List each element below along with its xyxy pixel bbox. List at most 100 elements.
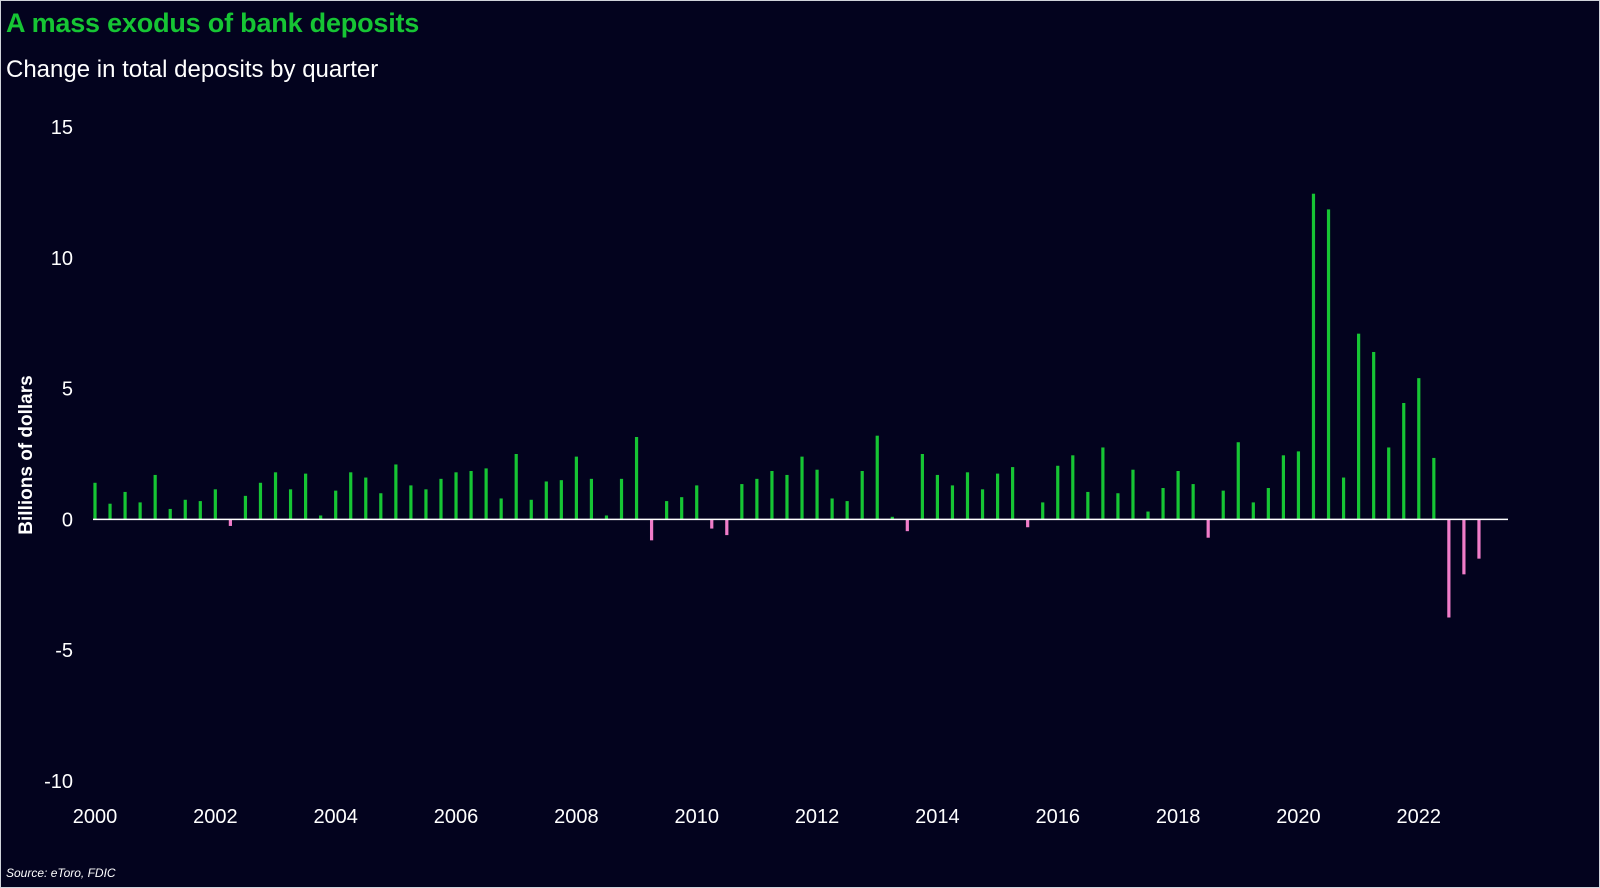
bar <box>469 471 473 520</box>
bar <box>243 495 248 520</box>
bar <box>1357 333 1361 520</box>
bar <box>785 474 789 520</box>
bar <box>1026 519 1030 528</box>
bar <box>499 498 503 520</box>
bar <box>875 435 879 520</box>
x-tick-label: 2010 <box>674 806 719 828</box>
bar <box>1281 455 1285 520</box>
bar <box>649 519 654 541</box>
bar <box>409 485 413 520</box>
bar <box>995 473 1000 520</box>
bar <box>258 482 263 520</box>
y-tick-label: 15 <box>51 117 73 139</box>
chart-title: A mass exodus of bank deposits <box>6 8 420 38</box>
bar <box>935 474 940 520</box>
bar <box>1296 451 1301 520</box>
bar <box>439 478 443 520</box>
bar <box>1206 519 1210 538</box>
x-tick-label: 2000 <box>73 806 118 828</box>
bar <box>304 473 308 520</box>
y-tick-label: 5 <box>62 379 73 401</box>
bars-group <box>93 193 1481 618</box>
bar <box>950 485 955 520</box>
x-tick-label: 2004 <box>313 806 358 828</box>
chart-subtitle: Change in total deposits by quarter <box>6 56 379 83</box>
y-tick-label: -5 <box>55 640 73 662</box>
bar <box>800 456 804 520</box>
bar <box>1056 465 1060 520</box>
bar <box>1161 488 1165 520</box>
bar <box>228 519 232 526</box>
bar <box>619 478 624 520</box>
bar <box>770 471 774 520</box>
source-note: Source: eToro, FDIC <box>6 866 116 880</box>
bar <box>1221 490 1225 520</box>
y-tick-label: -10 <box>44 771 73 793</box>
x-tick-label: 2022 <box>1397 806 1442 828</box>
bar <box>1326 209 1331 520</box>
bar <box>514 454 518 520</box>
bar <box>424 489 428 520</box>
y-tick-label: 0 <box>62 509 73 531</box>
bar <box>1432 457 1436 520</box>
bar <box>1251 502 1255 520</box>
bar <box>574 456 578 520</box>
bar <box>695 485 699 520</box>
bar <box>213 489 217 520</box>
bar <box>1402 402 1406 520</box>
bar <box>1191 484 1195 520</box>
bar <box>1447 519 1451 618</box>
bar <box>1101 447 1105 520</box>
bar <box>1116 493 1120 520</box>
bar <box>559 480 563 520</box>
bar <box>364 477 368 520</box>
bar <box>725 519 729 536</box>
x-tick-label: 2014 <box>915 806 960 828</box>
bar <box>890 516 894 520</box>
x-tick-label: 2020 <box>1276 806 1321 828</box>
bar <box>1372 351 1376 520</box>
y-tick-labels: 15 10 5 0 -5 -10 <box>44 117 73 793</box>
bar <box>123 491 127 520</box>
bar <box>183 499 187 520</box>
bar <box>965 472 970 520</box>
bar <box>93 482 97 520</box>
bar <box>1131 469 1135 520</box>
bar <box>454 472 458 520</box>
bar <box>665 501 669 520</box>
bar <box>1341 477 1346 520</box>
bar <box>1086 491 1090 520</box>
bar <box>1387 447 1391 520</box>
bar <box>1236 442 1240 520</box>
x-tick-label: 2006 <box>434 806 479 828</box>
bar <box>710 519 714 529</box>
bar <box>634 437 639 520</box>
bar <box>484 468 488 520</box>
bar <box>589 478 594 520</box>
bar <box>288 489 293 520</box>
y-tick-label: 10 <box>51 248 73 270</box>
bar <box>905 519 909 532</box>
bar <box>138 502 142 520</box>
bar <box>1311 193 1316 520</box>
bar <box>1146 511 1150 520</box>
bar <box>349 472 353 520</box>
bar <box>920 454 924 520</box>
bar <box>108 503 112 520</box>
bar <box>168 508 172 520</box>
x-tick-label: 2002 <box>193 806 238 828</box>
bar <box>1477 519 1481 559</box>
x-tick-label: 2008 <box>554 806 599 828</box>
bar <box>604 515 609 520</box>
bar <box>980 489 985 520</box>
bar <box>740 484 744 520</box>
bar <box>319 515 323 520</box>
bar <box>1041 502 1045 520</box>
bar <box>755 478 759 520</box>
bar <box>153 474 157 520</box>
bar <box>1417 378 1421 520</box>
bar <box>529 499 533 520</box>
y-axis-title: Billions of dollars <box>16 375 37 534</box>
